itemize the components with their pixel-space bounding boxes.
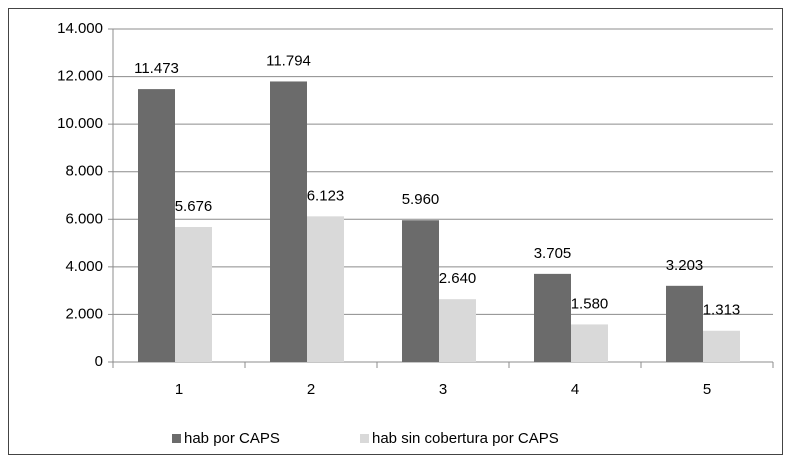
x-tick-label: 5	[703, 381, 711, 398]
y-tick-label: 6.000	[65, 210, 103, 227]
y-tick-label: 8.000	[65, 163, 103, 180]
legend-label: hab por CAPS	[184, 430, 280, 447]
value-label: 11.473	[134, 60, 179, 77]
legend-swatch	[172, 434, 181, 443]
chart-frame	[8, 8, 783, 455]
value-label: 2.640	[439, 270, 477, 287]
value-label: 5.676	[175, 198, 213, 215]
x-tick-label: 1	[175, 381, 183, 398]
value-label: 5.960	[402, 191, 440, 208]
y-tick-label: 2.000	[65, 305, 103, 322]
x-tick-label: 2	[307, 381, 315, 398]
bar	[402, 220, 439, 362]
legend-swatch	[360, 434, 369, 443]
bar	[270, 81, 307, 362]
y-tick-label: 4.000	[65, 258, 103, 275]
legend-label: hab sin cobertura por CAPS	[372, 430, 559, 447]
bar	[175, 226, 212, 362]
value-label: 1.580	[571, 295, 609, 312]
bar	[666, 285, 703, 362]
x-tick-label: 4	[571, 381, 579, 398]
bar	[138, 89, 175, 362]
y-tick-label: 12.000	[57, 68, 103, 85]
bar	[571, 324, 608, 362]
y-tick-label: 0	[95, 353, 103, 370]
bar	[307, 216, 344, 362]
value-label: 3.705	[534, 245, 572, 262]
value-label: 11.794	[266, 52, 311, 69]
y-tick-label: 14.000	[57, 20, 103, 37]
x-tick-label: 3	[439, 381, 447, 398]
value-label: 3.203	[666, 257, 704, 274]
y-tick-label: 10.000	[57, 115, 103, 132]
bar	[534, 273, 571, 362]
bar	[439, 299, 476, 362]
value-label: 1.313	[703, 302, 741, 319]
bar	[703, 330, 740, 362]
value-label: 6.123	[307, 187, 345, 204]
